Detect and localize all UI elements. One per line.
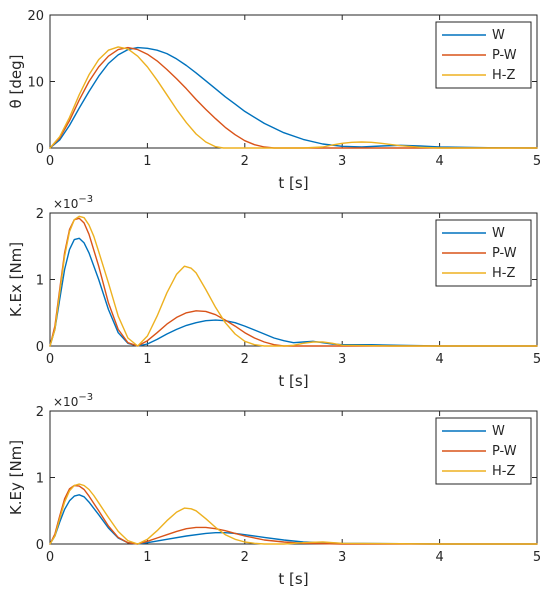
series-line-w xyxy=(49,46,538,149)
legend-label: W xyxy=(492,28,505,43)
y-tick-label: 1 xyxy=(36,472,44,487)
legend-label: H-Z xyxy=(492,266,515,281)
legend-label: P-W xyxy=(492,246,517,261)
x-tick-label: 2 xyxy=(241,352,249,367)
x-tick-label: 0 xyxy=(46,154,54,169)
series-line-w xyxy=(49,494,538,545)
x-tick-label: 4 xyxy=(435,352,443,367)
x-tick-label: 3 xyxy=(338,352,346,367)
x-tick-label: 5 xyxy=(533,154,541,169)
y-axis-label: θ [deg] xyxy=(7,55,25,109)
x-axis-label: t [s] xyxy=(278,570,308,588)
y-tick-label: 0 xyxy=(36,538,44,553)
y-tick-label: 2 xyxy=(36,207,44,222)
x-tick-label: 0 xyxy=(46,352,54,367)
x-tick-label: 3 xyxy=(338,550,346,565)
legend-label: W xyxy=(492,226,505,241)
legend-label: W xyxy=(492,424,505,439)
y-tick-label: 0 xyxy=(36,340,44,355)
legend-label: P-W xyxy=(492,444,517,459)
x-tick-label: 2 xyxy=(241,154,249,169)
legend: W P-W H-Z xyxy=(435,21,532,89)
legend-label: H-Z xyxy=(492,464,515,479)
exponent-power: −3 xyxy=(78,392,93,403)
x-tick-label: 5 xyxy=(533,550,541,565)
x-tick-label: 4 xyxy=(435,550,443,565)
x-axis-label: t [s] xyxy=(278,372,308,390)
chart-panel-2: 0 1 2 3 4 5 0 1 2 t [s] K.Ex [Nm] ×10−3 W P-W H-Z xyxy=(7,194,541,390)
series-line-h-z xyxy=(49,46,538,149)
exponent-power: −3 xyxy=(78,194,93,205)
y-tick-label: 10 xyxy=(27,76,44,91)
x-tick-label: 1 xyxy=(143,352,151,367)
legend: W P-W H-Z xyxy=(435,417,532,485)
chart-panel-1: 0 1 2 3 4 5 0 10 20 t [s] θ [deg] W P-W H-Z xyxy=(7,9,541,192)
y-exponent-label: ×10−3 xyxy=(53,392,93,409)
y-tick-label: 20 xyxy=(27,9,44,24)
y-axis-label: K.Ex [Nm] xyxy=(7,242,25,317)
legend: W P-W H-Z xyxy=(435,219,532,287)
exponent-base: ×10 xyxy=(53,197,78,211)
series-line-h-z xyxy=(49,215,538,347)
legend-label: H-Z xyxy=(492,68,515,83)
y-axis-label: K.Ey [Nm] xyxy=(7,440,25,515)
y-tick-label: 0 xyxy=(36,142,44,157)
series-line-h-z xyxy=(49,483,538,545)
x-tick-label: 4 xyxy=(435,154,443,169)
y-tick-label: 1 xyxy=(36,274,44,289)
x-tick-label: 5 xyxy=(533,352,541,367)
x-tick-label: 1 xyxy=(143,154,151,169)
x-tick-label: 0 xyxy=(46,550,54,565)
chart-panel-3: 0 1 2 3 4 5 0 1 2 t [s] K.Ey [Nm] ×10−3 W P-W H-Z xyxy=(7,392,541,588)
x-axis-label: t [s] xyxy=(278,174,308,192)
y-exponent-label: ×10−3 xyxy=(53,194,93,211)
legend-label: P-W xyxy=(492,48,517,63)
x-tick-label: 1 xyxy=(143,550,151,565)
x-tick-label: 2 xyxy=(241,550,249,565)
y-tick-label: 2 xyxy=(36,405,44,420)
x-tick-label: 3 xyxy=(338,154,346,169)
exponent-base: ×10 xyxy=(53,395,78,409)
